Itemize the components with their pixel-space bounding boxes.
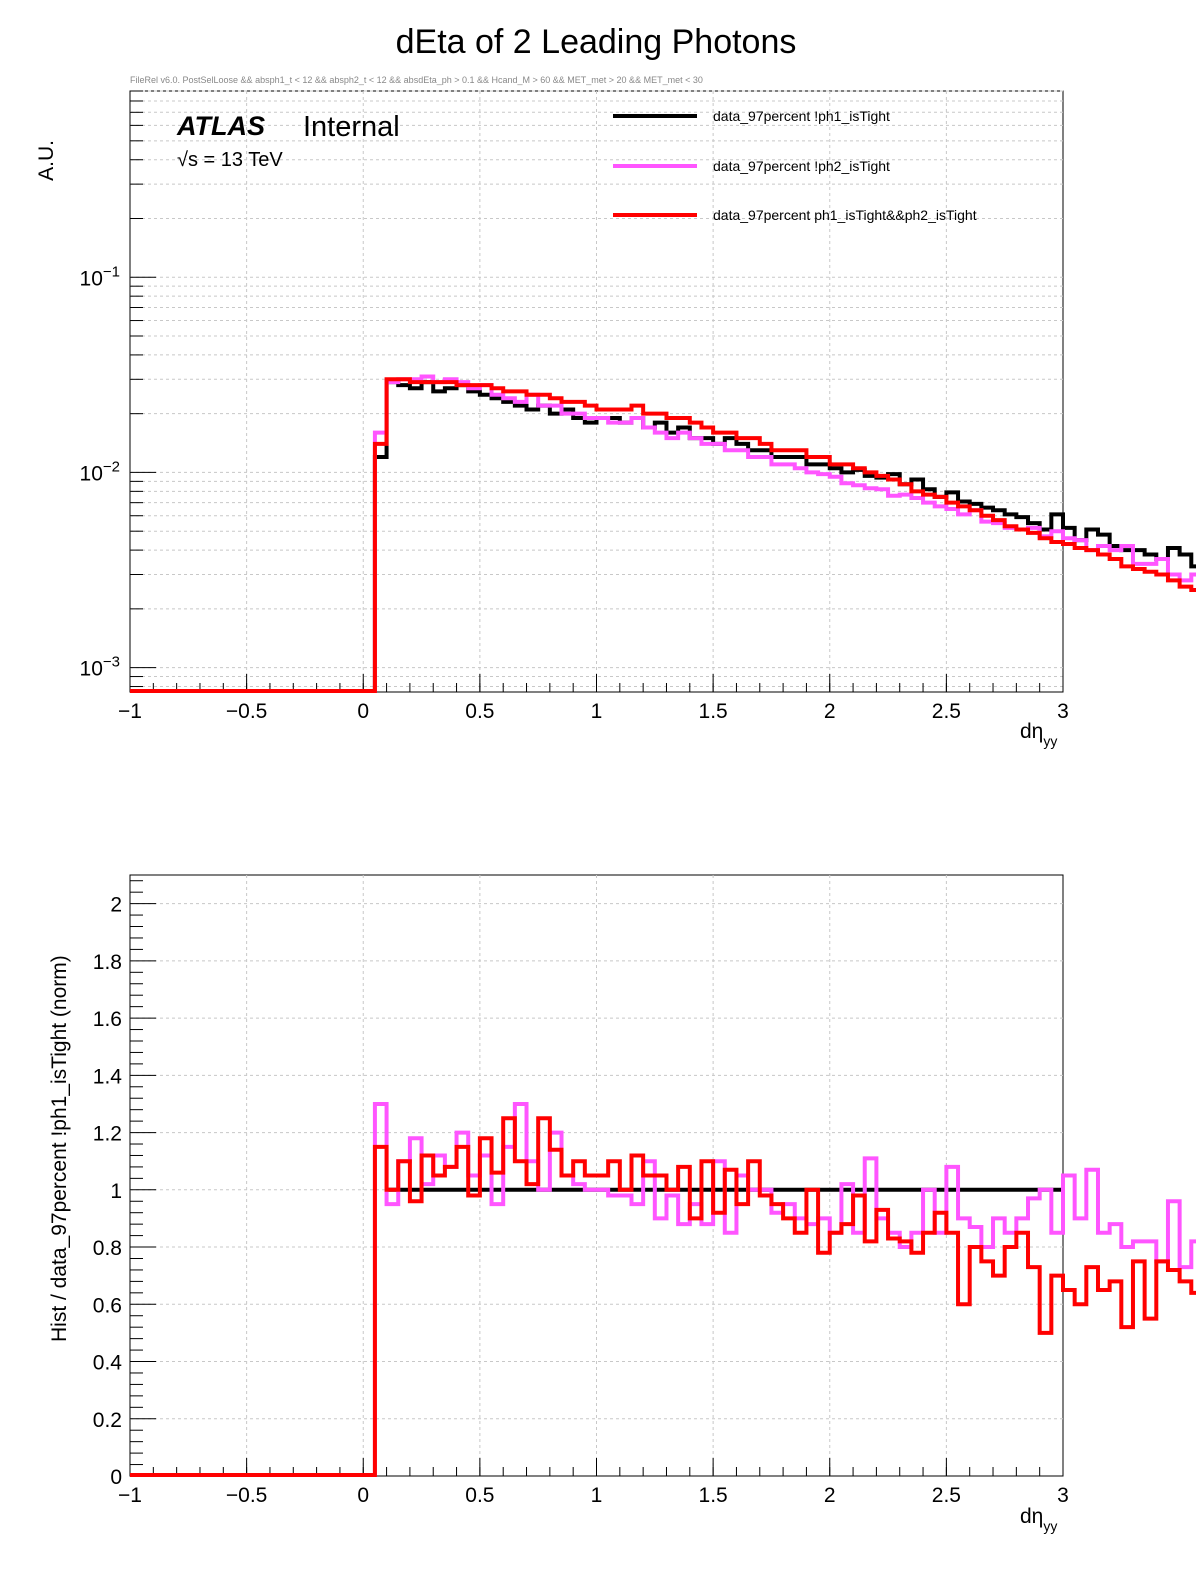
top-y-tick-label: 10−3	[80, 654, 120, 681]
top-series-data-97percent-ph2-istight	[130, 374, 1196, 693]
bottom-x-tick-label: −0.5	[226, 1484, 267, 1507]
bottom-y-tick-label: 2	[110, 894, 122, 917]
bottom-x-axis-label-main: dη	[1020, 1505, 1043, 1528]
top-x-tick-label: −1	[118, 700, 142, 723]
legend-entry-label: data_97percent ph1_isTight&&ph2_isTight	[713, 207, 977, 223]
top-series-data-97percent-ph1-istight	[130, 380, 1196, 693]
bottom-x-tick-label: 0.5	[465, 1484, 494, 1507]
bottom-y-tick-label: 1	[110, 1180, 122, 1203]
top-grid	[130, 90, 1063, 692]
bottom-y-tick-label: 0.8	[93, 1237, 122, 1260]
top-x-tick-label: −0.5	[226, 700, 267, 723]
legend-entry-label: data_97percent !ph1_isTight	[713, 108, 890, 124]
bottom-y-tick-label: 0.6	[93, 1294, 122, 1317]
bottom-x-tick-label: −1	[118, 1484, 142, 1507]
bottom-series-data-97percent-ph2-istight	[130, 1101, 1196, 1477]
cut-string: FileRel v6.0. PostSelLoose && absph1_t <…	[130, 75, 703, 85]
top-x-tick-label: 2	[824, 700, 836, 723]
top-axis-ticks: −1 −0.5 0 0.5 1 1.5 2 2.5 3 10−1 10−2 10−3	[80, 90, 1069, 723]
top-x-axis-label-sub: yy	[1043, 733, 1057, 749]
bottom-series	[130, 1101, 1196, 1477]
top-y-tick-label: 10−2	[80, 458, 120, 485]
top-series-data-97percent-ph1-istight-ph2-istight	[130, 377, 1196, 693]
bottom-x-tick-label: 1	[591, 1484, 603, 1507]
top-x-tick-label: 0.5	[465, 700, 494, 723]
bottom-x-tick-label: 2.5	[932, 1484, 961, 1507]
top-x-axis-label: dηyy	[1020, 720, 1057, 749]
top-x-tick-label: 1	[591, 700, 603, 723]
top-y-tick-label: 10−1	[80, 263, 120, 290]
legend: data_97percent !ph1_isTight data_97percen…	[613, 108, 977, 223]
top-x-tick-label: 1.5	[699, 700, 728, 723]
bottom-y-tick-label: 0	[110, 1466, 122, 1489]
bottom-panel: −1 −0.5 0 0.5 1 1.5 2 2.5 3 0 0.2 0.4 0.6 0.8 1 1.2 1.4 1…	[48, 874, 1196, 1534]
legend-entry-label: data_97percent !ph2_isTight	[713, 158, 890, 174]
energy-label: √s = 13 TeV	[177, 149, 283, 171]
bottom-series-data-97percent-ph1-istight-ph2-istight	[130, 1116, 1196, 1477]
top-y-axis-label: A.U.	[35, 140, 58, 181]
bottom-x-tick-label: 3	[1057, 1484, 1069, 1507]
bottom-y-tick-label: 0.2	[93, 1409, 122, 1432]
top-panel: −1 −0.5 0 0.5 1 1.5 2 2.5 3 10−1 10−2 10−3 A.U. dηy…	[35, 90, 1196, 749]
bottom-y-tick-label: 0.4	[93, 1352, 123, 1375]
bottom-y-tick-label: 1.2	[93, 1123, 122, 1146]
top-x-axis-label-main: dη	[1020, 720, 1043, 743]
bottom-x-axis-label-sub: yy	[1043, 1518, 1057, 1534]
bottom-x-tick-label: 1.5	[699, 1484, 728, 1507]
bottom-axis-ticks: −1 −0.5 0 0.5 1 1.5 2 2.5 3 0 0.2 0.4 0.6 0.8 1 1.2 1.4 1…	[93, 880, 1069, 1507]
bottom-y-tick-label: 1.4	[93, 1065, 123, 1088]
atlas-label: ATLAS	[176, 111, 265, 141]
atlas-status: Internal	[303, 111, 400, 143]
top-x-tick-label: 3	[1057, 700, 1069, 723]
bottom-y-tick-label: 1.8	[93, 951, 122, 974]
top-series	[130, 374, 1196, 693]
top-x-tick-label: 0	[357, 700, 369, 723]
top-x-tick-label: 2.5	[932, 700, 961, 723]
bottom-y-axis-label: Hist / data_97percent !ph1_isTight (norm…	[48, 955, 71, 1342]
bottom-y-tick-label: 1.6	[93, 1008, 122, 1031]
bottom-x-tick-label: 2	[824, 1484, 836, 1507]
chart-title: dEta of 2 Leading Photons	[396, 23, 797, 61]
bottom-x-tick-label: 0	[357, 1484, 369, 1507]
bottom-x-axis-label: dηyy	[1020, 1505, 1057, 1534]
